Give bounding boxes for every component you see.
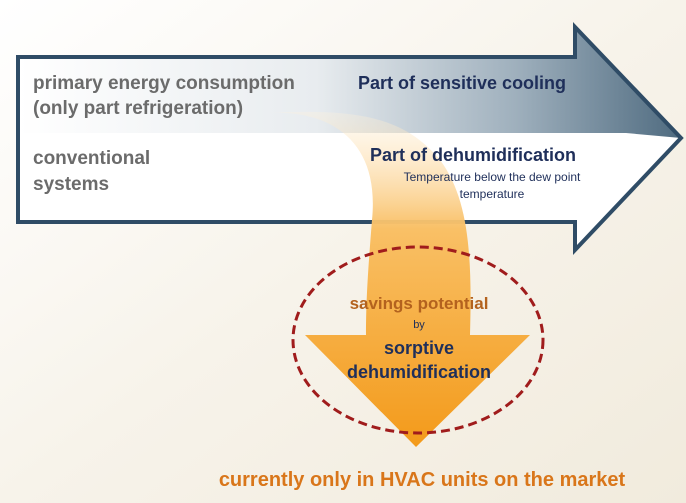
- savings-text: by: [413, 319, 425, 331]
- savings-text: dehumidification: [347, 362, 491, 382]
- footer: currently only in HVAC units on the mark…: [219, 469, 626, 491]
- label: systems: [33, 174, 109, 195]
- label: Part of dehumidification: [370, 145, 576, 165]
- dashed-ellipse: [291, 245, 545, 435]
- arrow-band: [18, 27, 681, 138]
- label: primary energy consumption: [33, 73, 295, 94]
- savings-text: sorptive: [384, 338, 454, 358]
- note: Temperature below the dew point: [404, 170, 581, 184]
- label: conventional: [33, 148, 150, 169]
- label: Part of sensitive cooling: [358, 73, 566, 93]
- orange-arrow: [268, 111, 530, 448]
- savings-text: savings potential: [350, 294, 489, 313]
- big-arrow-outline: [16, 22, 684, 256]
- label: (only part refrigeration): [33, 98, 243, 119]
- note: temperature: [460, 187, 525, 201]
